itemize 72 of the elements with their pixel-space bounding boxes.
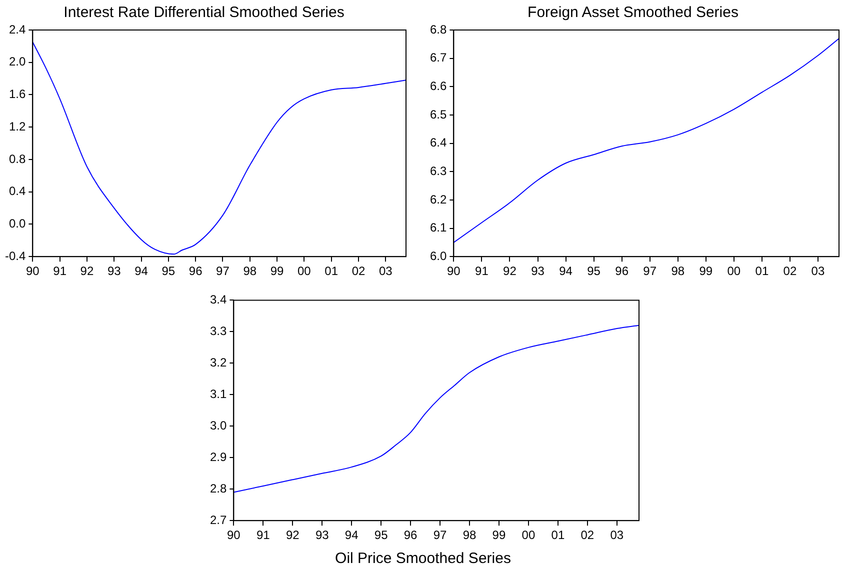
y-tick-label: 6.3 bbox=[430, 164, 447, 178]
chart-title: Foreign Asset Smoothed Series bbox=[528, 4, 738, 22]
x-tick-label: 01 bbox=[324, 264, 338, 278]
x-tick-label: 96 bbox=[615, 264, 629, 278]
x-tick-label: 02 bbox=[352, 264, 366, 278]
y-tick-label: 0.0 bbox=[8, 216, 26, 231]
chart-title: Interest Rate Differential Smoothed Series bbox=[64, 4, 344, 22]
x-tick-label: 02 bbox=[580, 528, 594, 542]
x-tick-label: 91 bbox=[256, 528, 270, 542]
x-tick-label: 03 bbox=[610, 528, 624, 542]
x-tick-label: 96 bbox=[188, 264, 203, 278]
y-tick-label: 6.5 bbox=[430, 107, 447, 122]
y-tick-label: 3.0 bbox=[210, 418, 227, 432]
x-tick-label: 99 bbox=[492, 528, 506, 542]
y-tick-label: 1.6 bbox=[8, 87, 26, 102]
y-tick-label: 2.8 bbox=[210, 481, 227, 496]
x-tick-label: 98 bbox=[243, 264, 257, 278]
y-tick-label: 0.4 bbox=[8, 184, 26, 198]
x-tick-label: 90 bbox=[227, 528, 241, 542]
y-tick-label: 6.8 bbox=[430, 22, 447, 36]
y-tick-label: 3.1 bbox=[210, 386, 227, 401]
x-tick-label: 92 bbox=[286, 528, 300, 542]
x-tick-label: 91 bbox=[53, 264, 67, 278]
x-tick-label: 93 bbox=[315, 528, 330, 542]
x-tick-label: 91 bbox=[475, 264, 489, 278]
y-tick-label: 3.3 bbox=[210, 324, 227, 338]
x-tick-label: 92 bbox=[503, 264, 517, 278]
x-tick-label: 93 bbox=[531, 264, 545, 278]
y-tick-label: 2.0 bbox=[8, 54, 26, 69]
y-tick-label: 6.7 bbox=[430, 50, 447, 65]
y-tick-label: 6.0 bbox=[430, 248, 447, 263]
x-tick-label: 00 bbox=[522, 528, 536, 542]
y-tick-label: 3.4 bbox=[210, 292, 227, 307]
x-tick-label: 94 bbox=[559, 264, 573, 278]
x-tick-label: 03 bbox=[811, 264, 825, 278]
y-tick-label: -0.4 bbox=[4, 248, 26, 263]
y-tick-label: 6.1 bbox=[430, 220, 447, 235]
x-tick-label: 01 bbox=[551, 528, 565, 542]
y-tick-label: 0.8 bbox=[8, 152, 26, 166]
x-tick-label: 01 bbox=[755, 264, 769, 278]
line-series bbox=[454, 38, 839, 243]
y-tick-label: 2.7 bbox=[210, 512, 227, 527]
line-series bbox=[234, 324, 639, 493]
x-tick-label: 95 bbox=[587, 264, 601, 278]
x-tick-label: 03 bbox=[378, 264, 393, 278]
x-tick-label: 02 bbox=[783, 264, 797, 278]
x-tick-label: 90 bbox=[26, 264, 40, 278]
x-tick-label: 98 bbox=[671, 264, 685, 278]
y-tick-label: 6.4 bbox=[430, 136, 447, 150]
x-tick-label: 92 bbox=[80, 264, 94, 278]
x-tick-label: 98 bbox=[462, 528, 476, 542]
x-tick-label: 94 bbox=[134, 264, 148, 278]
x-tick-label: 93 bbox=[107, 264, 122, 278]
x-tick-label: 99 bbox=[699, 264, 713, 278]
x-tick-label: 00 bbox=[727, 264, 741, 278]
text: Oil Price Smoothed Series bbox=[335, 550, 511, 568]
y-tick-label: 2.9 bbox=[210, 450, 227, 464]
y-tick-label: 2.4 bbox=[8, 22, 26, 36]
y-tick-label: 6.2 bbox=[430, 192, 447, 206]
x-tick-label: 95 bbox=[374, 528, 388, 542]
x-tick-label: 97 bbox=[433, 528, 448, 542]
x-tick-label: 00 bbox=[298, 264, 312, 278]
x-tick-label: 90 bbox=[447, 264, 461, 278]
x-tick-label: 95 bbox=[162, 264, 176, 278]
x-tick-label: 94 bbox=[344, 528, 359, 542]
y-tick-label: 1.2 bbox=[8, 119, 26, 134]
x-tick-label: 97 bbox=[643, 264, 657, 278]
y-tick-label: 6.6 bbox=[430, 78, 447, 93]
x-tick-label: 99 bbox=[270, 264, 284, 278]
x-tick-label: 96 bbox=[404, 528, 418, 542]
x-tick-label: 97 bbox=[216, 264, 230, 278]
y-tick-label: 3.2 bbox=[210, 355, 227, 370]
